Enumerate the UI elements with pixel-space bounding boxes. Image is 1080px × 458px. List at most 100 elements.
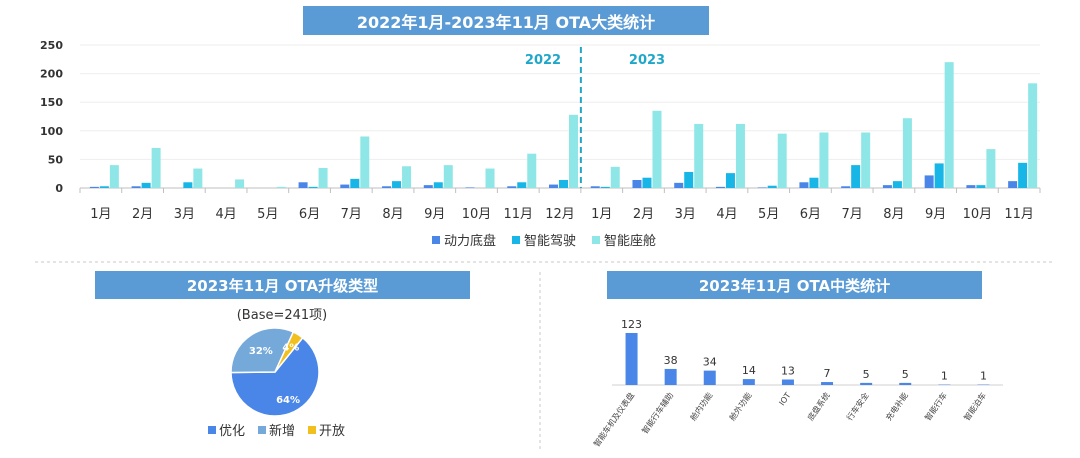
bar-cockpit [819,132,829,188]
y-tick-label: 100 [40,125,63,138]
bar-powertrain [715,186,725,188]
bar-cockpit [485,168,495,188]
bar-driving [976,185,986,188]
bar-cockpit [569,114,578,188]
pie-legend-label: 开放 [319,424,345,439]
bar-cockpit [360,136,370,188]
bar-powertrain [507,186,517,188]
x-tick-label: 3月 [675,207,696,222]
bar-powertrain [298,182,308,188]
category-tick-label: IOT [777,391,792,407]
pie-slice [230,336,320,417]
x-tick-label: 7月 [842,207,863,222]
y-tick-label: 200 [40,68,63,81]
legend-swatch [592,236,600,244]
bar-cockpit [652,110,662,188]
x-tick-label: 4月 [215,207,236,222]
bar-cockpit [235,179,245,188]
category-tick-label: 智能车机及仪表盘 [591,390,636,448]
x-tick-label: 6月 [299,207,320,222]
bar-powertrain [757,187,767,188]
y-tick-label: 150 [40,96,63,109]
pie-slice-label: 4% [282,343,299,354]
bar-cockpit [902,118,912,188]
category-bar-value: 13 [781,365,795,378]
bar-driving [892,181,902,188]
bar-cockpit [151,147,161,188]
category-tick-label: 行车安全 [844,390,871,422]
bar-powertrain [966,185,976,188]
y-tick-label: 250 [40,39,63,52]
bar-powertrain [882,185,892,188]
bar-powertrain [924,175,934,188]
x-tick-label: 4月 [716,207,737,222]
bar-driving [684,171,694,188]
legend-swatch [432,236,440,244]
bar-driving [392,181,402,188]
category-bar [781,379,794,385]
bar-cockpit [109,165,119,188]
bar-driving [934,163,944,188]
x-tick-label: 8月 [883,207,904,222]
bar-cockpit [861,132,871,188]
category-bar [625,333,638,385]
y-tick-label: 0 [55,182,63,195]
bar-powertrain [799,182,809,188]
x-tick-label: 1月 [90,207,111,222]
bar-powertrain [89,186,99,188]
category-bar [821,382,834,385]
x-tick-label: 10月 [963,207,993,222]
category-bar [899,382,912,385]
category-bar [664,368,677,385]
bar-driving [1018,162,1028,188]
category-bar-value: 7 [824,367,831,380]
category-bar-value: 123 [621,318,642,331]
pie-chart-title: 2023年11月 OTA升级类型 [95,271,470,299]
pie-legend-swatch [258,426,266,434]
bar-powertrain [423,185,433,188]
category-tick-label: 智能行车 [922,390,949,422]
bar-cockpit [986,149,996,188]
bar-powertrain [632,179,642,188]
bar-powertrain [590,186,600,188]
category-bar [860,382,873,385]
category-bar-value: 38 [664,354,678,367]
bar-cockpit [318,167,328,188]
category-tick-label: 舱内功能 [688,390,715,422]
category-bar-value: 34 [703,356,717,369]
bar-cockpit [527,153,537,188]
x-tick-label: 5月 [257,207,278,222]
x-tick-label: 6月 [800,207,821,222]
category-bar-value: 14 [742,364,756,377]
pie-slice [274,330,304,373]
x-tick-label: 5月 [758,207,779,222]
pie-subtitle: (Base=241项) [237,308,328,323]
bar-driving [642,177,652,188]
bar-driving [183,182,193,188]
bar-powertrain [674,182,684,188]
bar-driving [600,186,610,188]
bar-driving [308,186,318,188]
bar-driving [141,182,151,188]
category-bar [703,370,716,385]
category-tick-label: 智能泊车 [962,390,989,422]
pie-slice [230,327,295,374]
bar-driving [767,185,777,188]
category-bar-value: 1 [941,370,948,383]
x-tick-label: 8月 [382,207,403,222]
pie-legend-label: 新增 [269,423,295,439]
year-label-2023: 2023 [629,53,665,68]
main-chart-title: 2022年1月-2023年11月 OTA大类统计 [303,6,709,35]
category-chart-title: 2023年11月 OTA中类统计 [607,271,982,299]
bar-cockpit [610,166,620,188]
bar-powertrain [340,184,350,188]
bar-powertrain [465,187,475,188]
bar-powertrain [549,184,558,188]
bar-cockpit [1028,83,1038,188]
bar-cockpit [193,168,203,188]
category-bar-value: 5 [863,368,870,381]
x-tick-label: 10月 [462,207,492,222]
x-tick-label: 2月 [633,207,654,222]
legend-swatch [512,236,520,244]
